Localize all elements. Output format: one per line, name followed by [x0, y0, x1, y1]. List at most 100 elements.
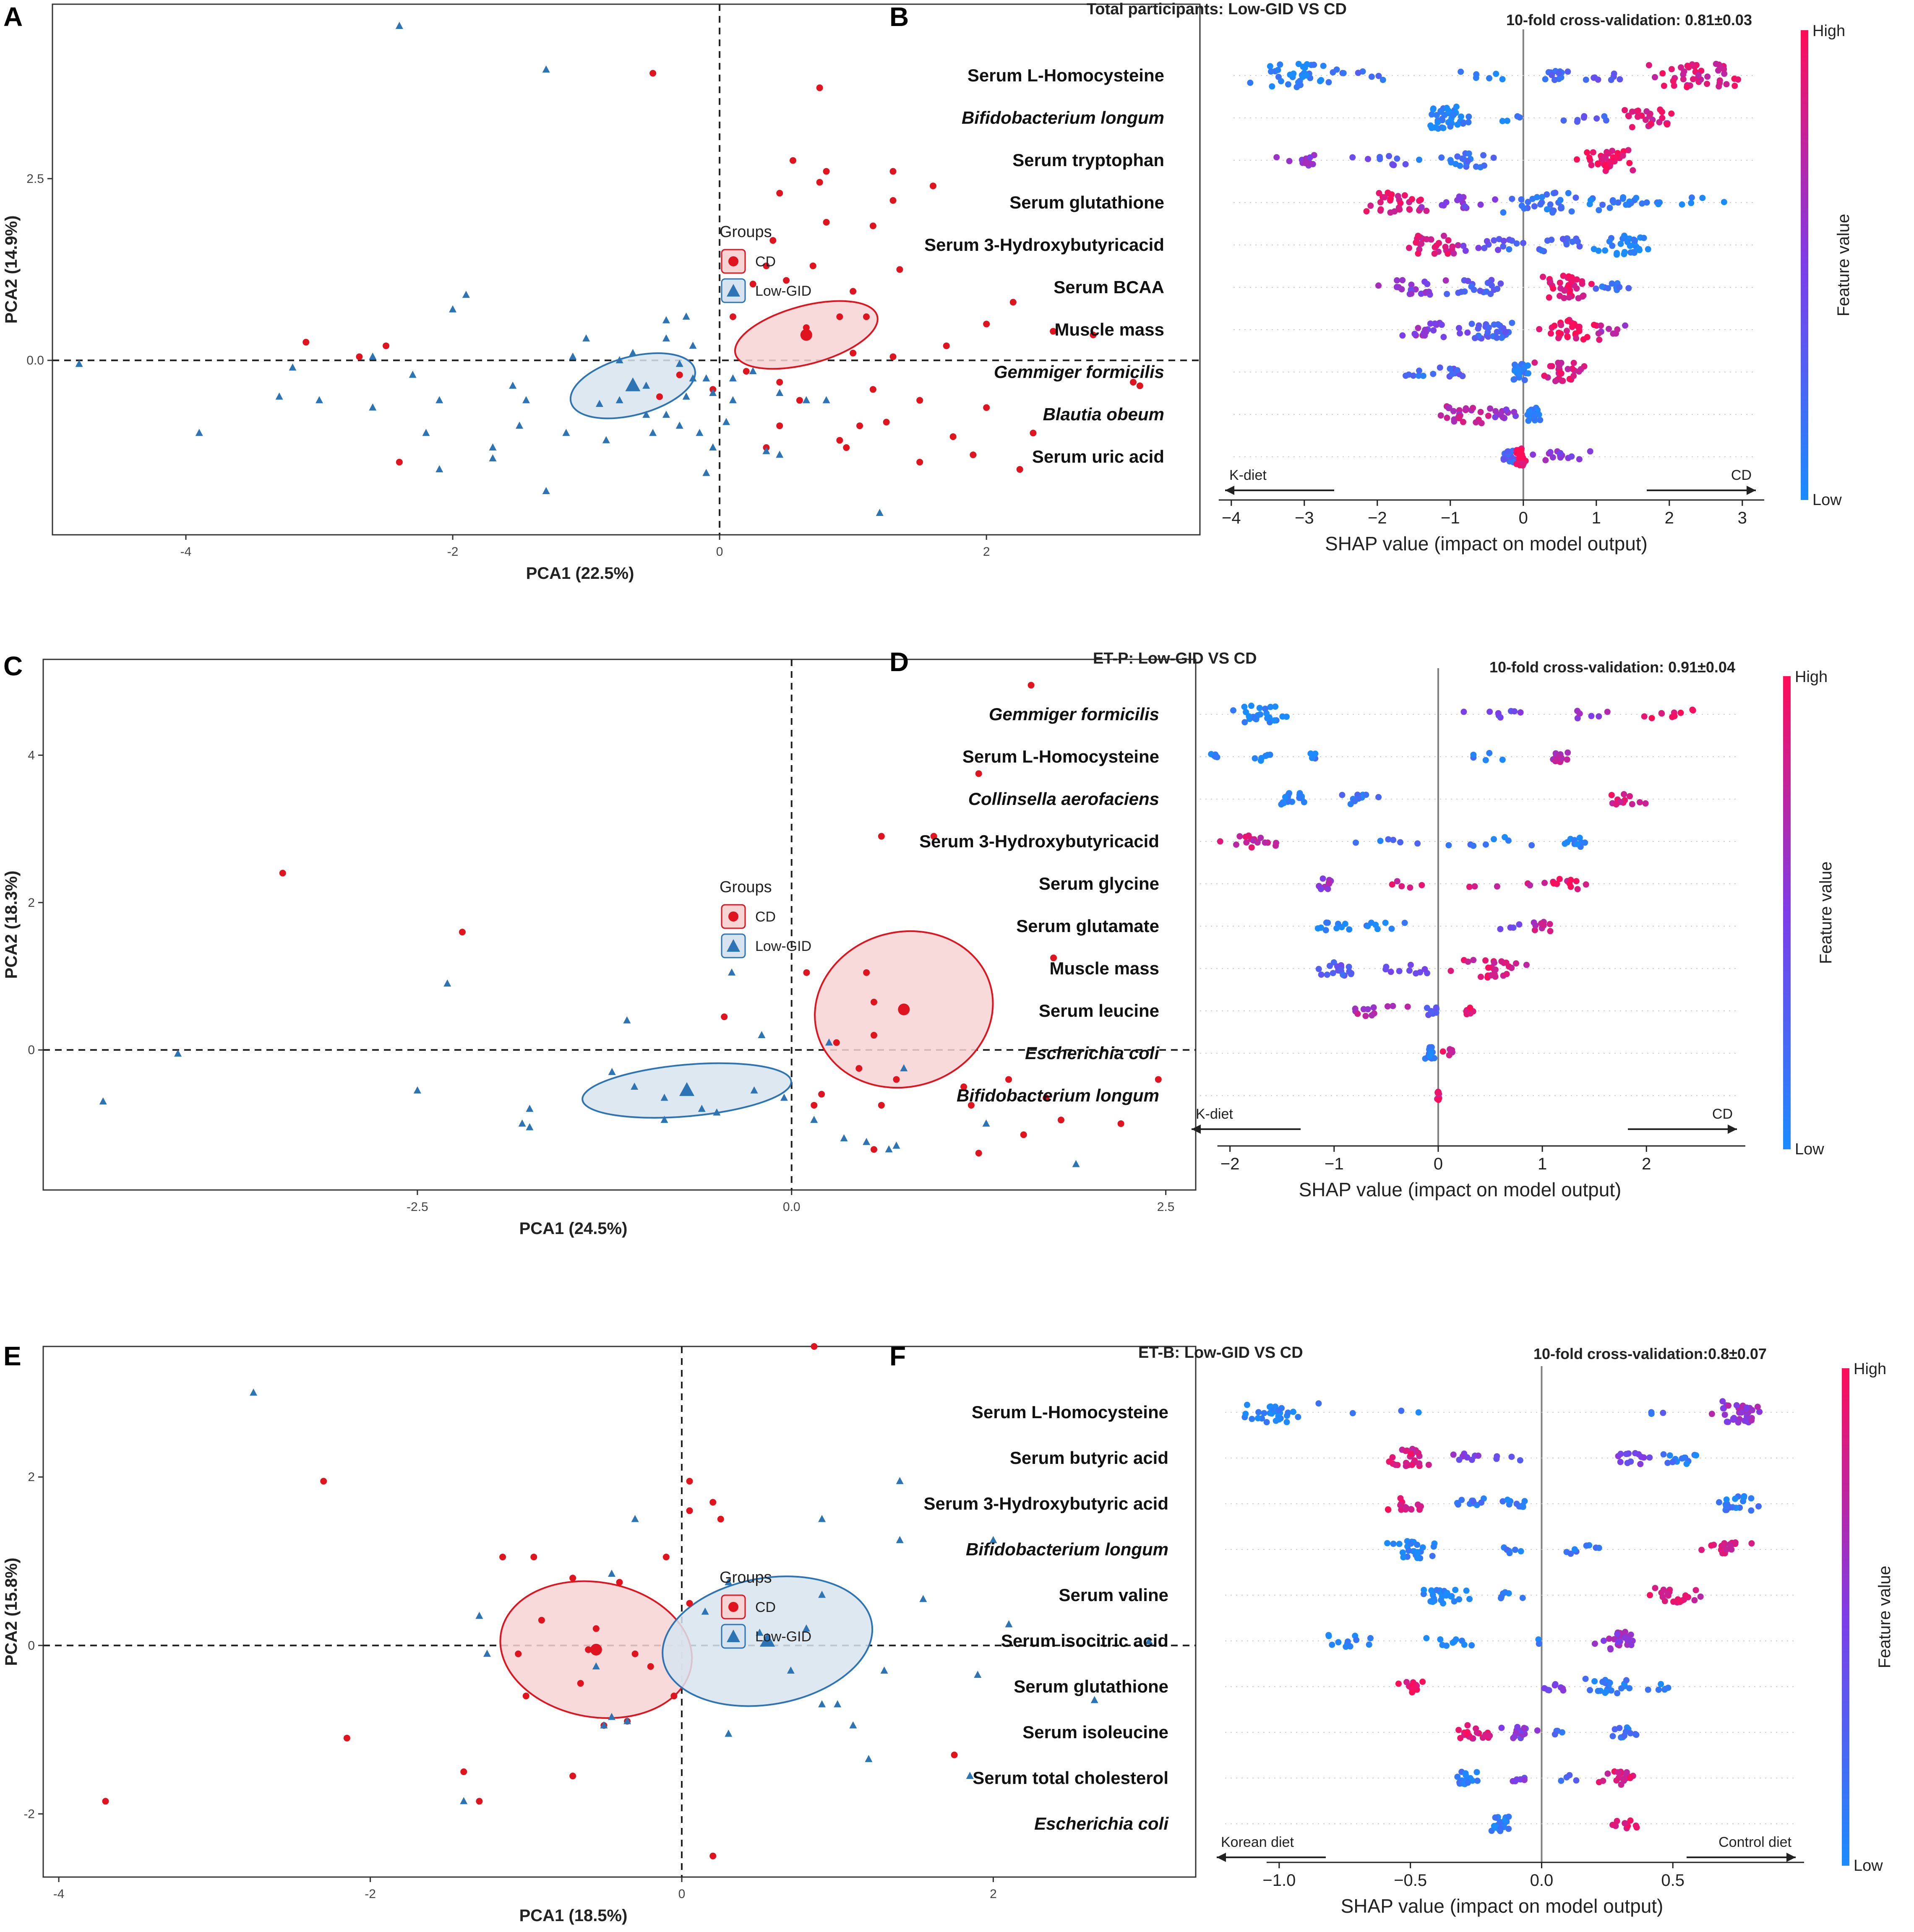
shap-point — [1564, 839, 1571, 846]
shap-point — [1556, 363, 1562, 370]
shap-point — [1481, 245, 1488, 251]
shap-point — [1498, 334, 1505, 341]
shap-point — [1381, 194, 1388, 200]
legend-label: Low-GID — [755, 1629, 811, 1645]
shap-point — [1318, 971, 1325, 978]
shap-point — [1719, 1398, 1726, 1405]
data-point-low-gid — [526, 1123, 534, 1130]
data-point-low-gid — [435, 465, 443, 473]
shap-point — [1473, 1769, 1480, 1776]
data-point-cd — [823, 219, 830, 226]
shap-point — [1569, 238, 1576, 245]
shap-point — [1460, 242, 1467, 249]
shap-point — [1417, 196, 1424, 203]
panel-title: Total participants: Low-GID VS CD — [1087, 0, 1347, 18]
shap-point — [1433, 1004, 1439, 1011]
feature-label: Serum tryptophan — [1012, 150, 1164, 170]
data-point-cd — [320, 1478, 327, 1485]
data-point-cd — [811, 1343, 818, 1350]
shap-point — [1474, 1777, 1481, 1784]
data-point-cd — [878, 833, 885, 840]
shap-point — [1606, 1635, 1612, 1642]
shap-point — [1467, 1004, 1473, 1011]
colorbar-low-label: Low — [1795, 1140, 1824, 1158]
shap-point — [1595, 160, 1601, 167]
shap-point — [1511, 708, 1518, 715]
shap-point — [1540, 921, 1546, 928]
shap-point — [1648, 715, 1655, 721]
shap-point — [1355, 70, 1361, 76]
data-point-cd — [1050, 328, 1057, 335]
shap-point — [1254, 1415, 1261, 1422]
shap-point — [1457, 194, 1464, 201]
shap-point — [1408, 1540, 1414, 1547]
shap-point — [1447, 365, 1453, 372]
centroid-cd — [590, 1643, 602, 1656]
shap-point — [1434, 1089, 1441, 1096]
data-point-cd — [951, 1751, 958, 1758]
y-tick-label: 2.5 — [26, 172, 44, 186]
shap-point — [1656, 199, 1663, 206]
feature-label: Serum butyric acid — [1010, 1448, 1168, 1468]
shap-point — [1460, 419, 1466, 425]
feature-label: Serum 3-Hydroxybutyricacid — [924, 235, 1164, 255]
shap-point — [1528, 842, 1535, 849]
shap-point — [1471, 883, 1478, 890]
data-point-cd — [396, 458, 403, 466]
shap-point — [1504, 1497, 1511, 1503]
shap-point — [1263, 1419, 1270, 1426]
shap-point — [1421, 332, 1428, 339]
shap-point — [1629, 801, 1635, 807]
shap-point — [1541, 372, 1548, 379]
shap-point — [1473, 71, 1480, 78]
shap-point — [1609, 1822, 1616, 1828]
data-point-low-gid — [900, 1064, 908, 1072]
data-point-low-gid — [776, 450, 784, 458]
shap-point — [1596, 336, 1603, 343]
shap-point — [1468, 1456, 1475, 1463]
shap-point — [1680, 76, 1687, 83]
shap-point — [1612, 1726, 1618, 1733]
shap-point — [1606, 238, 1613, 245]
data-point-cd — [670, 1692, 678, 1700]
data-point-low-gid — [435, 396, 443, 404]
shap-point — [1723, 81, 1730, 88]
shap-point — [1725, 1402, 1731, 1409]
shap-point — [1565, 68, 1571, 75]
feature-label: Bifidobacterium longum — [957, 1086, 1159, 1105]
data-point-low-gid — [722, 418, 730, 425]
shap-point — [1344, 1638, 1351, 1645]
data-point-low-gid — [275, 392, 283, 400]
shap-point — [1622, 1729, 1629, 1735]
shap-point — [1384, 1540, 1391, 1547]
shap-point — [1531, 927, 1538, 933]
data-point-cd — [776, 190, 783, 197]
data-point-low-gid — [631, 1083, 639, 1090]
shap-point — [1385, 1506, 1392, 1513]
data-point-low-gid — [413, 1086, 421, 1094]
shap-point — [1406, 967, 1413, 974]
shap-point — [1531, 919, 1537, 926]
shap-point — [1415, 325, 1421, 331]
shap-point — [1525, 417, 1532, 424]
feature-label: Bifidobacterium longum — [966, 1539, 1168, 1559]
shap-point — [1621, 232, 1627, 239]
shap-point — [1660, 1409, 1666, 1416]
x-tick-label: −1 — [1441, 509, 1460, 527]
shap-point — [1433, 1587, 1440, 1594]
data-point-cd — [783, 277, 790, 284]
shap-point — [1547, 201, 1554, 208]
shap-point — [1402, 161, 1409, 168]
data-point-low-gid — [682, 312, 690, 320]
shap-point — [1664, 1590, 1671, 1596]
shap-point — [1615, 1769, 1622, 1776]
shap-point — [1538, 247, 1545, 254]
data-point-low-gid — [675, 422, 683, 429]
shap-point — [1602, 1690, 1609, 1696]
y-tick-label: 0 — [28, 1639, 35, 1653]
shap-point — [1452, 161, 1459, 167]
data-point-low-gid — [662, 316, 670, 323]
shap-point — [1607, 1645, 1614, 1652]
shap-point — [1463, 1731, 1470, 1737]
